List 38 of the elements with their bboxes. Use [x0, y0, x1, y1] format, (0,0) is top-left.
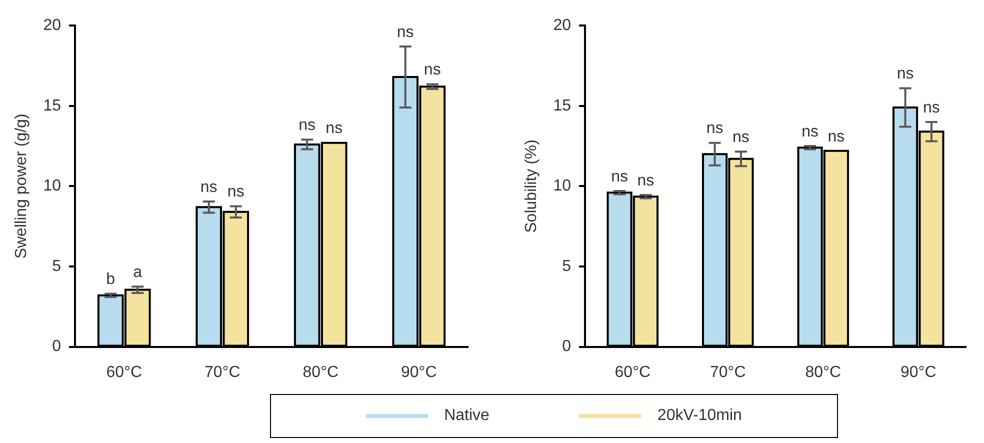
x-tick-label: 80°C — [302, 364, 338, 381]
data-label: ns — [326, 120, 343, 138]
y-tick-label: 20 — [553, 17, 572, 34]
data-label: ns — [732, 129, 750, 146]
data-label: ns — [923, 99, 940, 116]
x-tick-label: 60°C — [106, 364, 142, 381]
x-tick-label: 70°C — [710, 364, 746, 381]
y-tick-label: 5 — [52, 258, 62, 275]
x-tick-label: 90°C — [401, 364, 437, 381]
y-axis-title: Swelling power (g/g) — [13, 114, 30, 259]
legend-label: Native — [444, 407, 490, 425]
x-tick-label: 90°C — [900, 364, 936, 381]
y-tick-label: 0 — [52, 338, 62, 356]
data-label: b — [106, 271, 116, 288]
y-tick-label: 15 — [43, 97, 62, 114]
y-tick-label: 15 — [553, 97, 572, 114]
data-label: ns — [298, 117, 316, 134]
data-label: ns — [396, 24, 414, 41]
data-label: ns — [227, 184, 244, 201]
y-tick-label: 0 — [562, 338, 572, 356]
data-label: ns — [706, 120, 724, 138]
data-label: ns — [802, 123, 818, 140]
y-tick-label: 10 — [43, 178, 62, 195]
x-tick-label: 80°C — [805, 364, 841, 381]
y-tick-label: 10 — [553, 178, 572, 195]
y-axis-title: Solubility (%) — [523, 140, 540, 233]
data-label: ns — [637, 172, 654, 190]
y-tick-label: 20 — [43, 17, 62, 34]
x-tick-label: 70°C — [204, 364, 240, 381]
data-label: ns — [896, 66, 914, 83]
legend-label: 20kV-10min — [657, 407, 742, 425]
data-label: ns — [828, 128, 845, 146]
y-tick-label: 5 — [562, 258, 572, 275]
data-label: ns — [611, 168, 628, 186]
x-tick-label: 60°C — [614, 364, 650, 381]
data-label: ns — [424, 62, 441, 79]
data-label: ns — [200, 178, 218, 196]
data-label: a — [133, 264, 142, 281]
